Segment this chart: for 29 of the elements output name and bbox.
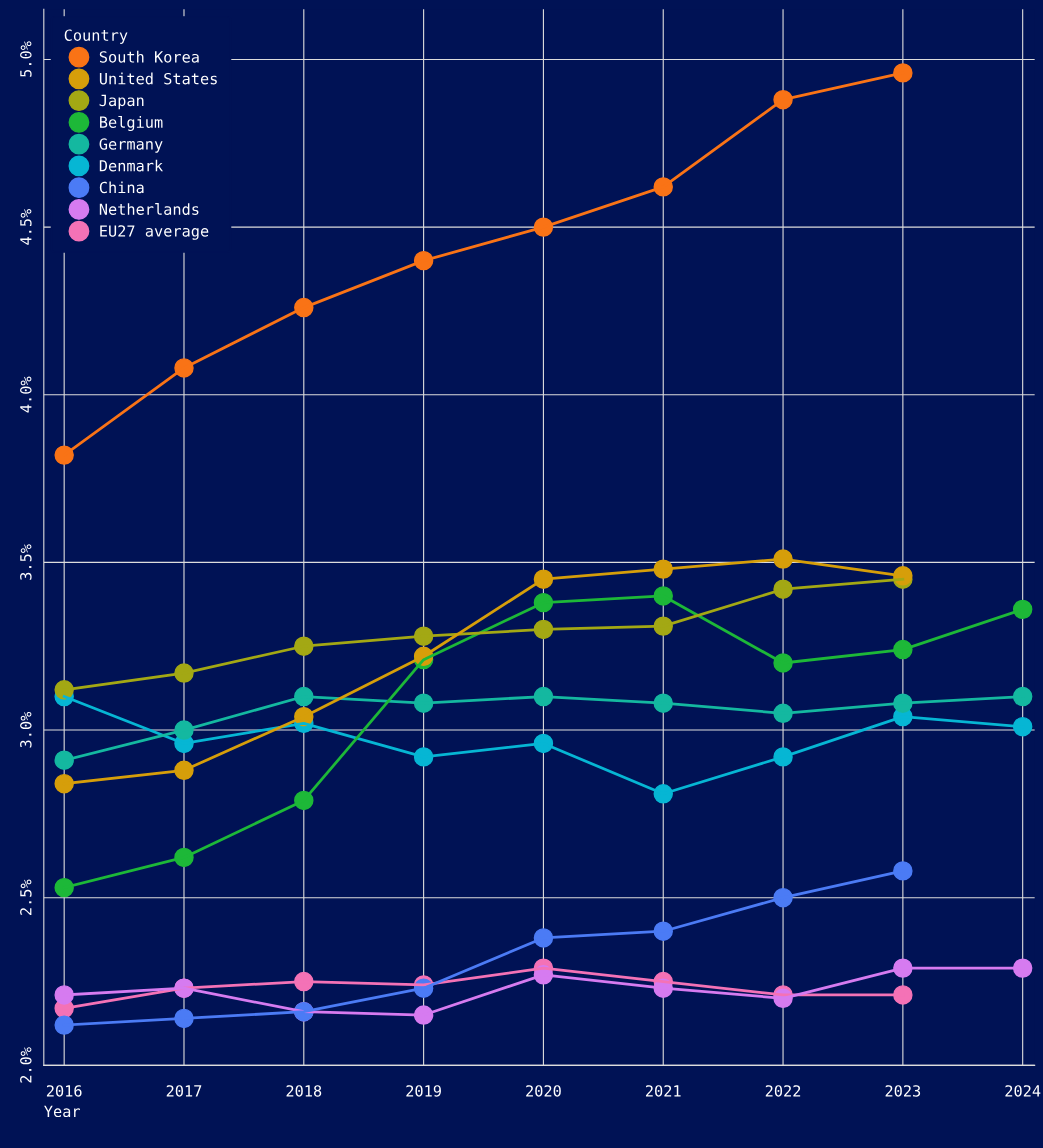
x-tick-label: 2019 [406,1085,441,1097]
point [893,985,913,1005]
legend-label: Belgium [100,116,163,131]
legend-label: United States [99,72,217,85]
legend-title: Country [64,29,128,44]
legend-label: Germany [99,138,163,153]
x-tick-label: 2022 [765,1085,801,1097]
x-tick-label: 2016 [46,1085,82,1097]
y-tick-label: 3.5% [20,544,32,580]
x-tick-label: 2024 [1005,1085,1041,1097]
x-tick-label: 2023 [885,1085,921,1097]
legend-label: Netherlands [99,203,199,215]
y-tick-label: 2.5% [20,879,32,915]
legend-label: South Korea [99,50,199,63]
legend-label: EU27 average [100,225,209,240]
x-tick-label: 2020 [526,1085,561,1097]
legend-label: Japan [99,94,144,110]
legend-label: Denmark [99,159,163,172]
point [1012,958,1033,978]
y-tick-label: 5.0% [20,41,32,77]
x-tick-label: 2021 [645,1085,681,1097]
legend-label: China [99,181,144,194]
y-tick-label: 2.0% [20,1047,32,1083]
y-tick-label: 3.0% [20,711,32,748]
x-tick-label: 2018 [286,1085,322,1097]
y-tick-label: 4.5% [20,208,32,245]
x-axis-title: Year [44,1105,81,1118]
x-tick-label: 2017 [166,1085,202,1097]
y-tick-label: 4.0% [20,376,32,413]
